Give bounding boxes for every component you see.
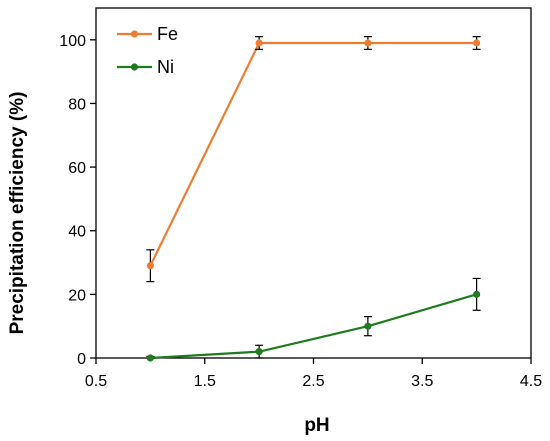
data-point-ni [364,322,372,330]
tick-labels: 0 20 40 60 80 100 0.5 1.5 2.5 3.5 4.5 [59,33,542,390]
y-tick-label: 0 [77,351,86,368]
y-tick-label: 100 [59,33,86,50]
data-point-ni [255,348,263,356]
x-tick-label: 3.5 [411,373,433,390]
legend-marker-ni [130,63,139,71]
series-line-fe [149,41,477,267]
legend: Fe Ni [117,24,178,77]
x-tick-label: 4.5 [520,373,542,390]
legend-label-fe: Fe [157,24,178,44]
y-axis-title: Precipitation efficiency (%) [7,92,28,335]
x-tick-label: 2.5 [302,373,324,390]
legend-marker-fe [130,30,139,38]
y-tick-label: 60 [68,160,86,177]
series-ni [146,277,481,362]
plot-area [90,7,532,364]
y-tick-label: 80 [68,96,86,113]
data-point-fe [364,39,372,47]
x-tick-label: 1.5 [194,373,216,390]
data-point-fe [255,39,263,47]
data-point-ni [473,290,481,298]
data-point-fe [146,262,154,270]
x-axis-title: pH [304,415,329,436]
chart-marks [146,36,481,362]
data-point-ni [146,354,154,362]
x-tick-label: 0.5 [85,373,107,390]
y-tick-label: 20 [68,287,86,304]
series-line-ni [150,293,477,360]
y-tick-label: 40 [68,224,86,241]
series-fe [146,36,481,283]
data-point-fe [473,39,481,47]
legend-label-ni: Ni [157,57,174,77]
